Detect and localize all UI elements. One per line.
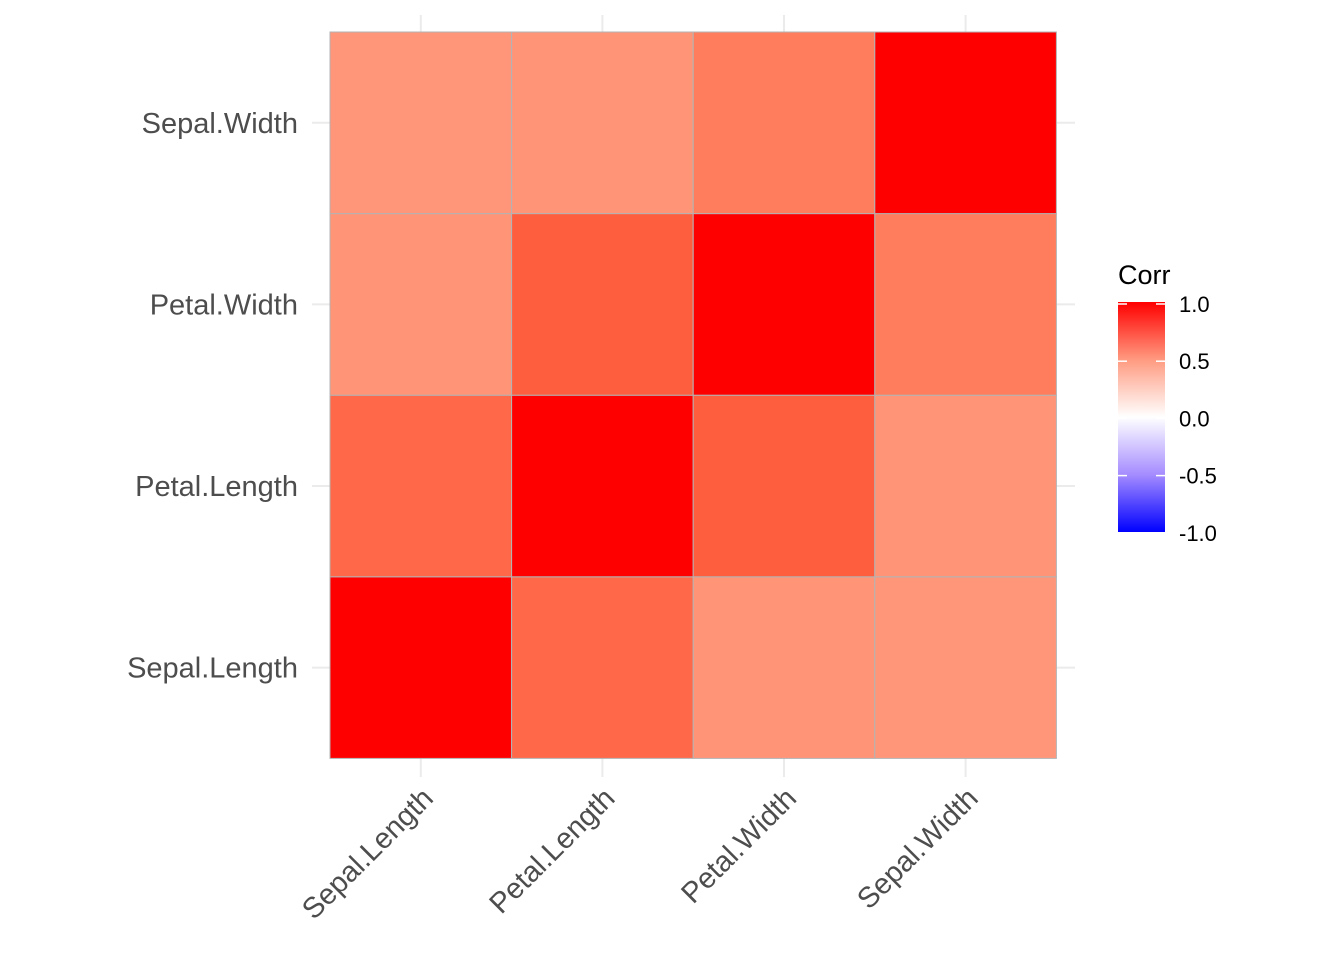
y-tick-label: Petal.Width (150, 289, 298, 321)
heatmap-cell (874, 213, 1057, 396)
legend-tick-label: 0.5 (1179, 349, 1210, 374)
x-tick-label: Sepal.Length (296, 782, 439, 925)
legend-colorbar (1118, 302, 1165, 532)
heatmap-cell (511, 576, 694, 759)
heatmap-cell (329, 394, 513, 578)
legend-tick-label: 1.0 (1179, 292, 1210, 317)
x-tick-label: Petal.Length (484, 782, 622, 920)
heatmap-cell (511, 213, 694, 396)
heatmap-cell (692, 31, 876, 215)
heatmap-cell (329, 213, 513, 396)
x-tick-label: Sepal.Width (851, 782, 984, 915)
x-tick-label: Petal.Width (675, 782, 802, 909)
y-tick-label: Petal.Length (135, 471, 298, 503)
legend-title: Corr (1118, 260, 1171, 290)
heatmap-cell (329, 31, 513, 215)
heatmap-cell (511, 31, 694, 215)
heatmap-cell (874, 394, 1057, 578)
heatmap-cell (874, 576, 1057, 759)
y-tick-label: Sepal.Width (142, 108, 298, 140)
y-tick-label: Sepal.Length (127, 653, 298, 685)
heatmap-cell (874, 31, 1057, 215)
heatmap-cell (329, 576, 513, 759)
heatmap-cell (511, 394, 694, 578)
heatmap-cell (692, 394, 876, 578)
legend-tick-label: 0.0 (1179, 406, 1210, 431)
heatmap-cell (692, 576, 876, 759)
legend-tick-label: -1.0 (1179, 521, 1217, 546)
heatmap-cell (692, 213, 876, 396)
legend-tick-label: -0.5 (1179, 464, 1217, 489)
